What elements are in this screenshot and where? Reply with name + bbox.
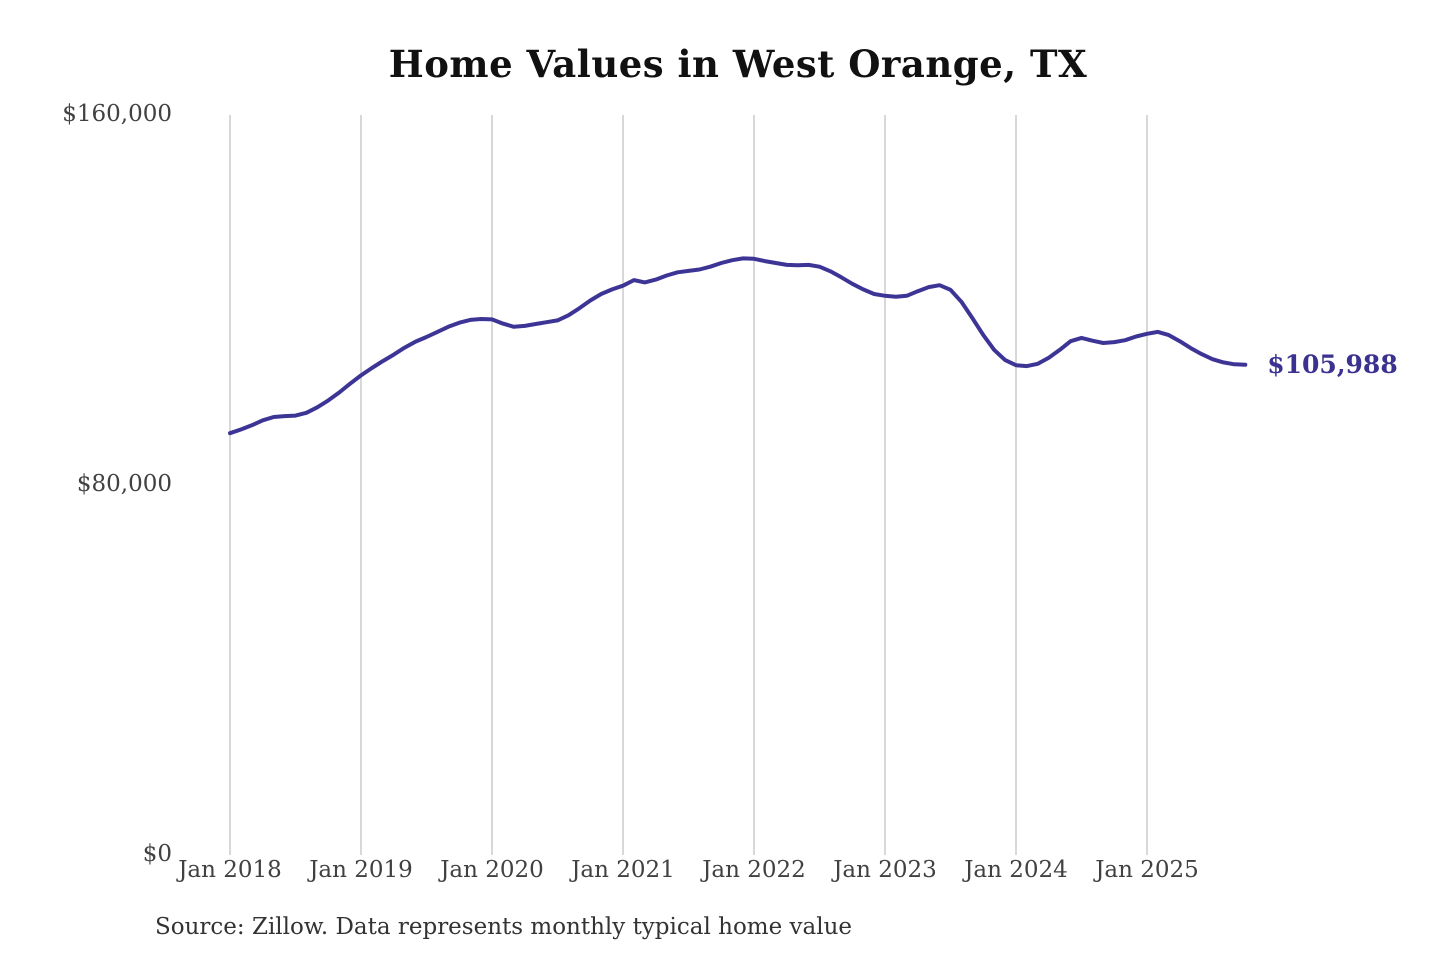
x-tick-jan-2022: Jan 2022 — [702, 857, 806, 883]
x-tick-jan-2018: Jan 2018 — [178, 857, 282, 883]
x-tick-jan-2019: Jan 2019 — [309, 857, 413, 883]
x-tick-jan-2024: Jan 2024 — [964, 857, 1068, 883]
chart-title: Home Values in West Orange, TX — [388, 42, 1088, 86]
x-tick-jan-2023: Jan 2023 — [833, 857, 937, 883]
home-value-line-series — [228, 256, 1248, 436]
y-tick-0: $0 — [142, 841, 172, 867]
y-tick-160000: $160,000 — [62, 101, 172, 127]
end-value-label: $105,988 — [1267, 349, 1398, 379]
x-tick-jan-2021: Jan 2021 — [571, 857, 675, 883]
x-tick-jan-2025: Jan 2025 — [1095, 857, 1199, 883]
y-tick-80000: $80,000 — [76, 471, 172, 497]
source-note: Source: Zillow. Data represents monthly … — [155, 914, 853, 940]
vertical-gridlines — [229, 115, 1148, 855]
x-tick-jan-2020: Jan 2020 — [440, 857, 544, 883]
